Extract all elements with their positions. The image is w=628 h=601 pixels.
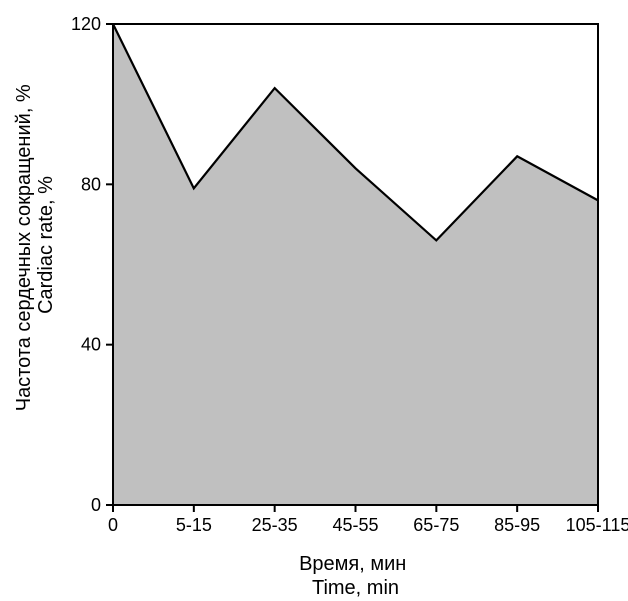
x-axis-title-en: Time, min — [312, 577, 399, 599]
x-tick-label: 105-115 — [566, 515, 628, 535]
y-axis-title-en: Cardiac rate, % — [35, 176, 57, 314]
x-tick-label: 25-35 — [252, 515, 298, 535]
x-tick-label: 45-55 — [332, 515, 378, 535]
x-tick-label: 0 — [108, 515, 118, 535]
x-tick-label: 65-75 — [413, 515, 459, 535]
area-series-line — [112, 23, 599, 242]
y-tick-label: 120 — [71, 14, 101, 34]
y-tick-label: 80 — [81, 174, 101, 194]
x-axis-title-ru: Время, мин — [299, 553, 406, 575]
y-tick-label: 40 — [81, 335, 101, 355]
y-axis: 0 40 80 120 — [71, 14, 113, 515]
area-series-fill — [113, 24, 598, 505]
x-tick-label: 5-15 — [176, 515, 212, 535]
y-tick-label: 0 — [91, 495, 101, 515]
x-axis-title: Время, мин Time, min — [299, 553, 412, 599]
x-axis: 0 5-15 25-35 45-55 65-75 85-95 105-115 — [108, 505, 628, 535]
y-axis-title: Частота сердечных сокращений, % Cardiac … — [13, 79, 57, 412]
y-axis-title-ru: Частота сердечных сокращений, % — [13, 84, 35, 411]
x-tick-label: 85-95 — [494, 515, 540, 535]
